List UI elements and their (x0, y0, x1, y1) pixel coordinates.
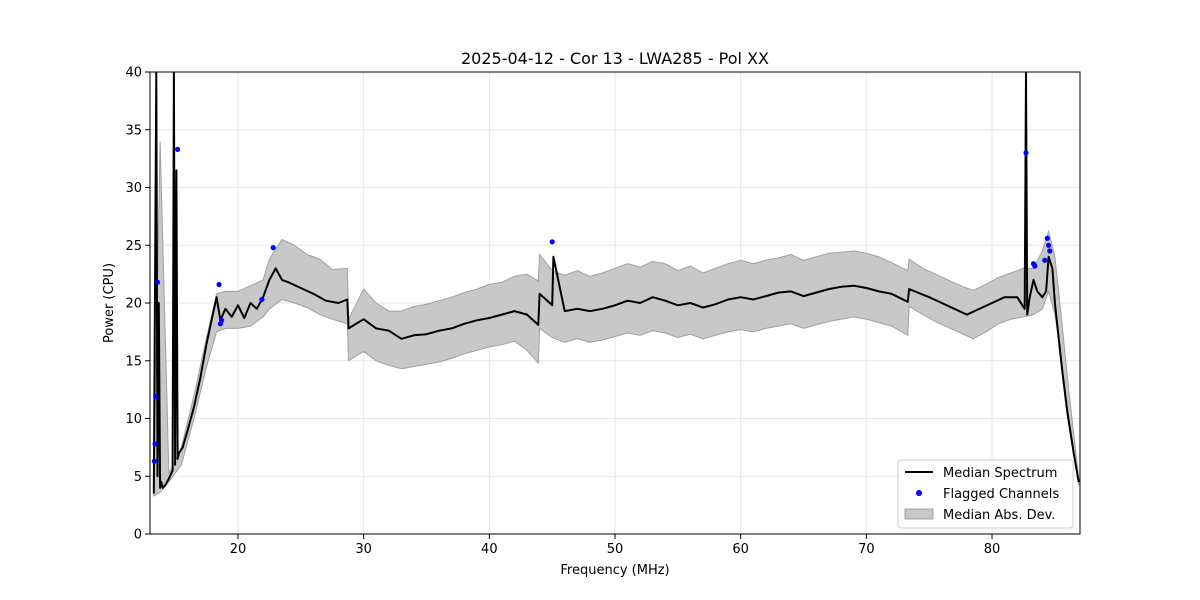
flagged-channel-point (1042, 257, 1048, 263)
flagged-channel-point (1047, 248, 1053, 254)
x-tick-label: 20 (230, 542, 247, 557)
x-tick-label: 40 (481, 542, 498, 557)
x-axis-label: Frequency (MHz) (560, 563, 669, 578)
median-spectrum-line (152, 72, 1080, 494)
flagged-channel-point (1023, 150, 1029, 156)
flagged-channel-point (1032, 263, 1038, 269)
y-tick-label: 10 (125, 412, 142, 427)
x-axis-ticks: 20 30 40 50 60 70 80 (230, 534, 1001, 557)
flagged-channel-point (219, 317, 225, 323)
flagged-channel-point (153, 394, 159, 400)
flagged-channel-point (154, 279, 161, 285)
legend-label-flagged: Flagged Channels (943, 487, 1059, 502)
legend: Median Spectrum Flagged Channels Median … (897, 459, 1074, 529)
legend-label-mad: Median Abs. Dev. (943, 508, 1055, 523)
x-tick-label: 70 (858, 542, 875, 557)
mad-band-layer (153, 141, 1080, 497)
legend-box (897, 459, 1074, 529)
x-tick-label: 50 (607, 542, 624, 557)
x-tick-label: 30 (355, 542, 372, 557)
y-tick-label: 25 (125, 239, 142, 254)
flagged-channel-point (549, 239, 555, 245)
flagged-channel-point (152, 441, 158, 447)
chart-title: 2025-04-12 - Cor 13 - LWA285 - Pol XX (461, 49, 769, 68)
flagged-channel-point (259, 296, 265, 303)
legend-patch-swatch (904, 508, 934, 520)
y-tick-label: 35 (125, 123, 142, 138)
y-tick-label: 15 (125, 354, 142, 369)
x-tick-label: 80 (984, 542, 1001, 557)
y-tick-label: 20 (125, 297, 142, 312)
y-tick-label: 5 (134, 470, 142, 485)
y-axis-ticks: 0 5 10 15 20 25 30 35 40 (125, 66, 150, 543)
median-line-layer (152, 72, 1080, 494)
flagged-channel-point (1044, 235, 1050, 241)
flagged-channel-point (216, 281, 222, 288)
y-axis-label: Power (CPU) (102, 263, 117, 343)
y-tick-label: 0 (134, 528, 142, 543)
y-tick-label: 40 (125, 66, 142, 81)
flagged-channel-point (270, 245, 276, 251)
legend-label-median: Median Spectrum (943, 466, 1057, 481)
mad-band (153, 141, 1080, 497)
y-tick-label: 30 (125, 181, 142, 196)
flagged-channel-point (1046, 242, 1052, 248)
flagged-channel-point (151, 458, 157, 464)
x-tick-label: 60 (732, 542, 749, 557)
flagged-points-layer (151, 146, 1053, 464)
legend-dot-swatch (916, 490, 922, 496)
flagged-channel-point (175, 146, 181, 152)
